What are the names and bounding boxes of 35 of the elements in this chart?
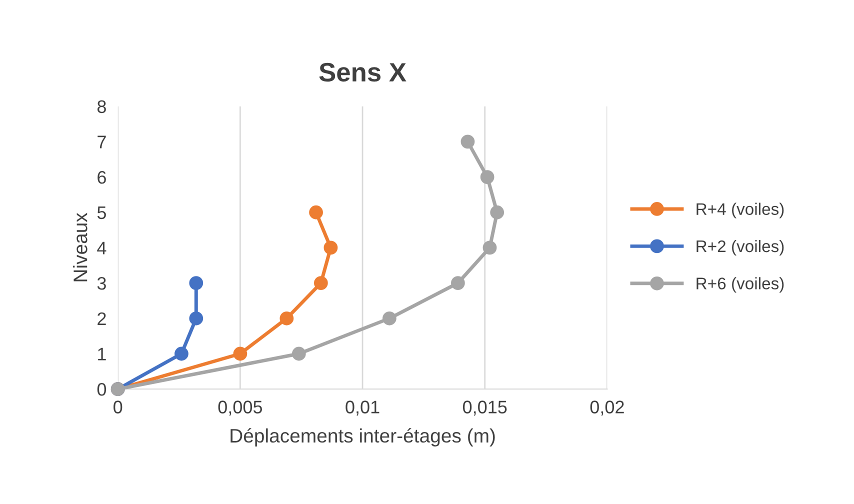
x-tick-label: 0,015 bbox=[462, 400, 507, 416]
point bbox=[451, 276, 465, 290]
legend-label: R+2 (voiles) bbox=[696, 240, 784, 256]
x-tick-label: 0 bbox=[114, 400, 122, 414]
point bbox=[324, 240, 338, 255]
point bbox=[309, 205, 323, 220]
legend-label: R+6 (voiles) bbox=[696, 277, 784, 293]
point bbox=[490, 205, 504, 220]
point bbox=[292, 346, 306, 361]
y-tick-label: 5 bbox=[97, 206, 106, 220]
point bbox=[482, 240, 497, 255]
point bbox=[189, 311, 204, 326]
legend-label: R+4 (voiles) bbox=[696, 202, 784, 218]
x-tick-label: 0,005 bbox=[218, 400, 262, 416]
point bbox=[382, 311, 396, 326]
y-tick-label: 0 bbox=[97, 383, 106, 396]
point bbox=[174, 346, 188, 361]
y-tick-label: 2 bbox=[98, 312, 106, 325]
point bbox=[480, 170, 494, 184]
y-tick-label: 6 bbox=[98, 170, 106, 184]
point bbox=[233, 346, 248, 361]
y-axis-title: Niveaux bbox=[73, 212, 88, 282]
x-tick-label: 0,02 bbox=[590, 400, 624, 416]
chart-title: Sens X bbox=[319, 62, 406, 82]
x-axis-title: Déplacements inter-étages (m) bbox=[230, 428, 495, 446]
y-tick-label: 8 bbox=[97, 100, 106, 114]
point bbox=[460, 134, 475, 149]
x-tick-label: 0,01 bbox=[346, 400, 380, 416]
point bbox=[189, 276, 204, 290]
y-tick-label: 4 bbox=[97, 242, 106, 254]
y-tick-label: 7 bbox=[98, 136, 106, 148]
point bbox=[314, 276, 328, 290]
y-tick-label: 3 bbox=[97, 276, 106, 290]
y-tick-label: 1 bbox=[98, 348, 106, 360]
point bbox=[280, 311, 294, 326]
